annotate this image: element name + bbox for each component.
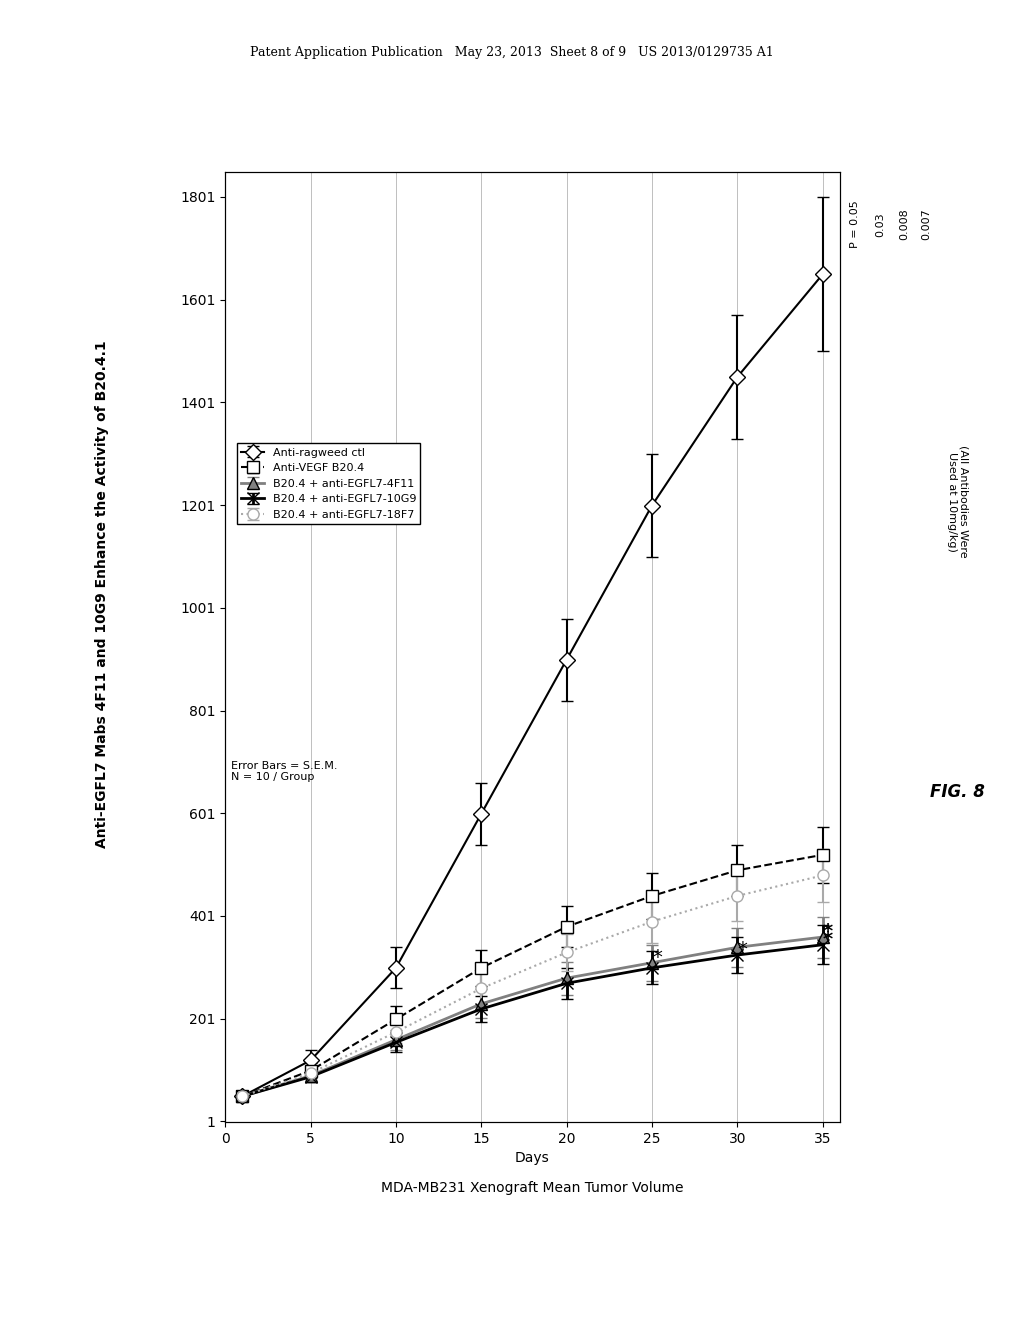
- Text: *: *: [822, 929, 833, 949]
- Text: Error Bars = S.E.M.
N = 10 / Group: Error Bars = S.E.M. N = 10 / Group: [231, 760, 338, 783]
- Text: *: *: [652, 948, 662, 966]
- X-axis label: Days: Days: [515, 1151, 550, 1166]
- Text: Patent Application Publication   May 23, 2013  Sheet 8 of 9   US 2013/0129735 A1: Patent Application Publication May 23, 2…: [250, 46, 774, 59]
- Text: *: *: [737, 940, 748, 960]
- Text: Anti-EGFL7 Mabs 4F11 and 10G9 Enhance the Activity of B20.4.1: Anti-EGFL7 Mabs 4F11 and 10G9 Enhance th…: [95, 341, 110, 847]
- Text: (All Antibodies Were
Used at 10mg/kg): (All Antibodies Were Used at 10mg/kg): [946, 445, 969, 558]
- Text: 0.03: 0.03: [876, 213, 886, 236]
- Text: P = 0.05: P = 0.05: [850, 201, 860, 248]
- Text: MDA-MB231 Xenograft Mean Tumor Volume: MDA-MB231 Xenograft Mean Tumor Volume: [381, 1181, 684, 1195]
- Legend: Anti-ragweed ctl, Anti-VEGF B20.4, B20.4 + anti-EGFL7-4F11, B20.4 + anti-EGFL7-1: Anti-ragweed ctl, Anti-VEGF B20.4, B20.4…: [237, 444, 421, 524]
- Text: *: *: [822, 923, 833, 941]
- Text: FIG. 8: FIG. 8: [930, 783, 985, 801]
- Text: 0.007: 0.007: [922, 209, 932, 240]
- Text: 0.008: 0.008: [899, 209, 909, 240]
